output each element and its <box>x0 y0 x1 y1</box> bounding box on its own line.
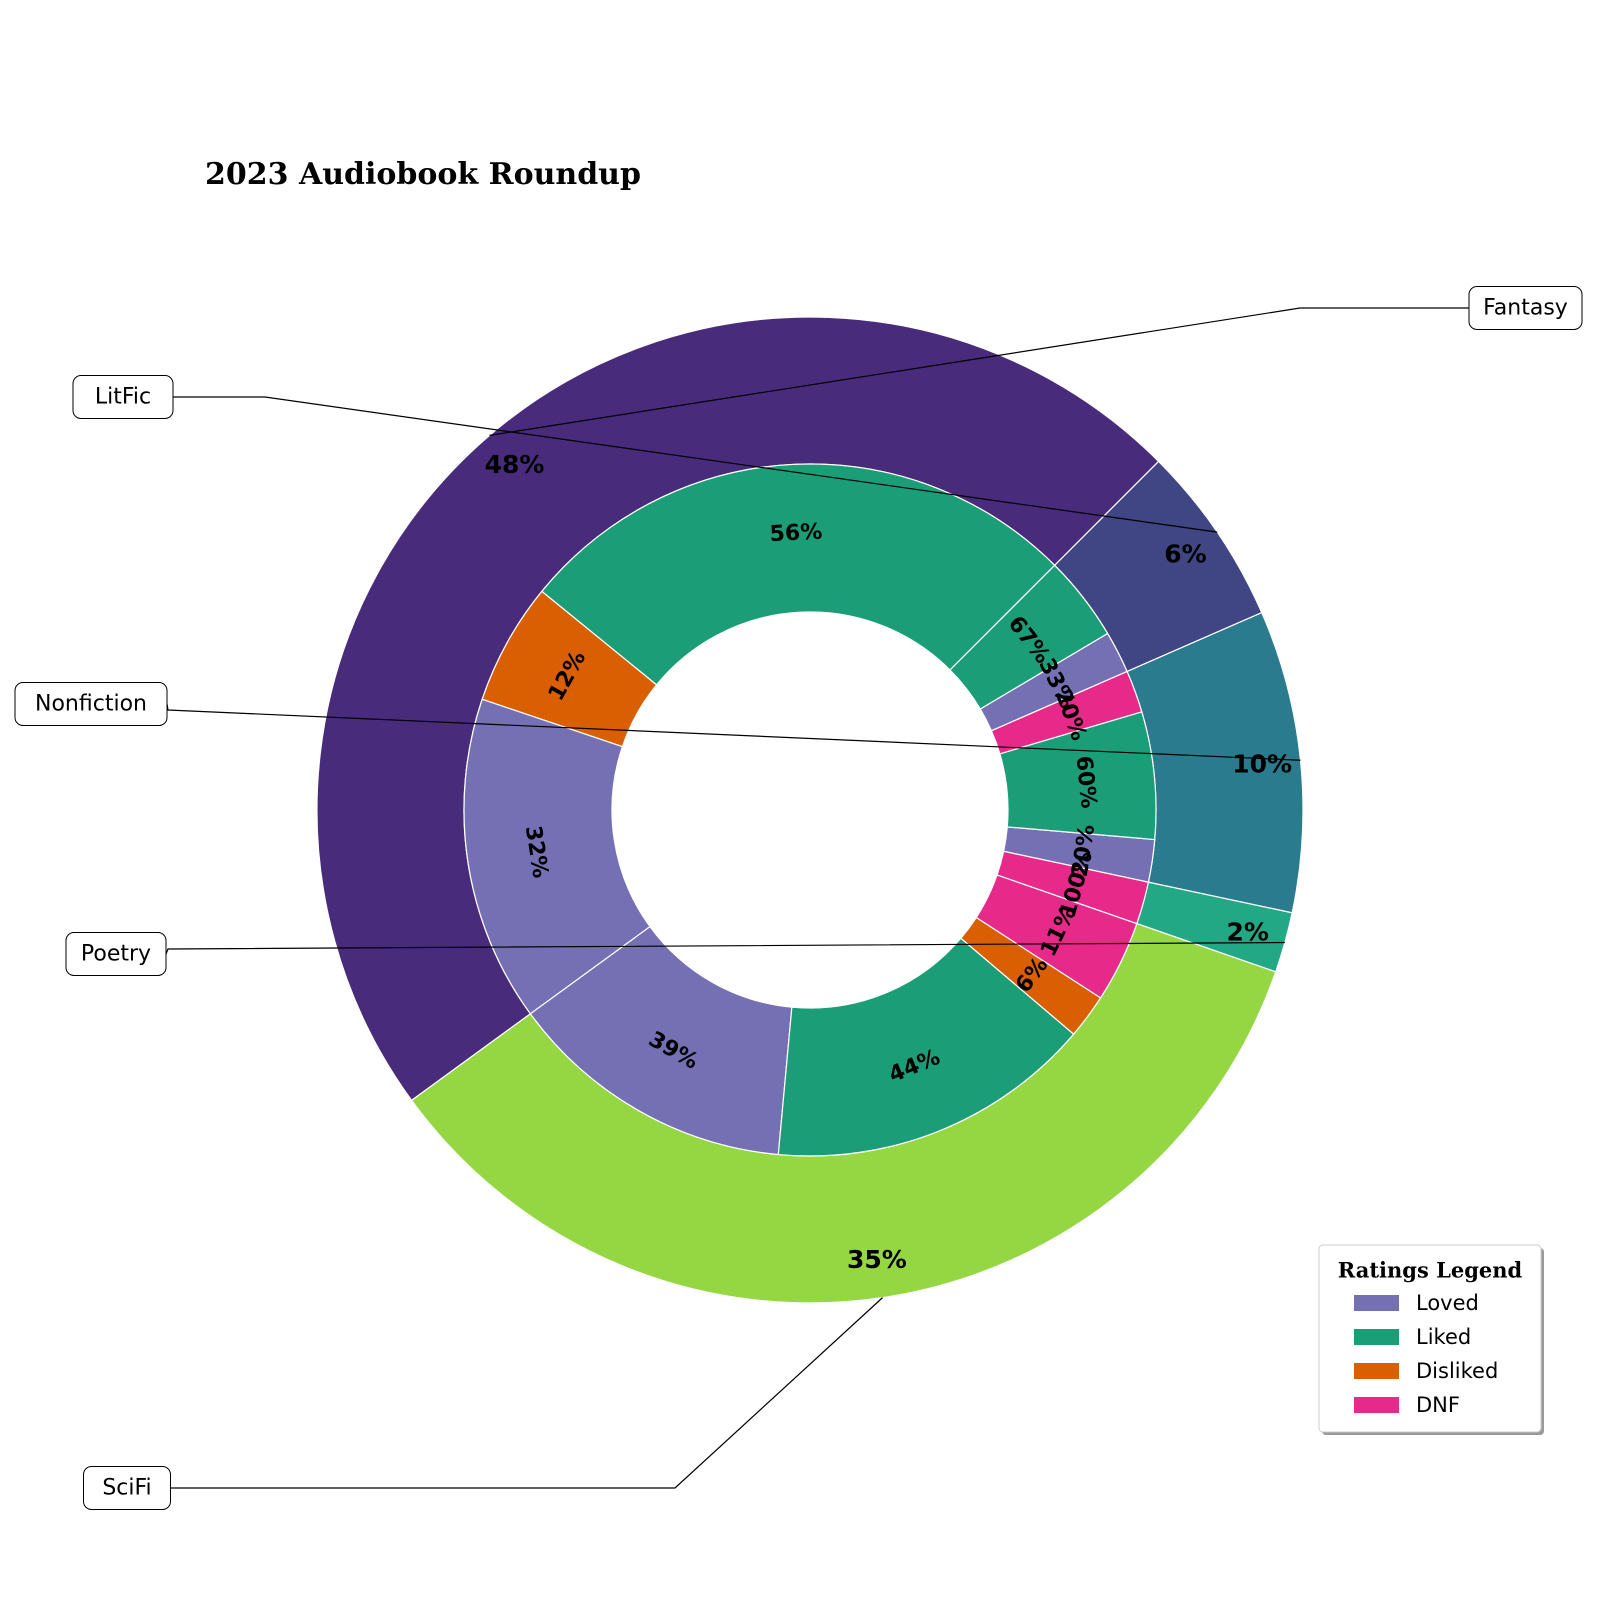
callout-label-nonfiction: Nonfiction <box>35 692 147 717</box>
legend-label-dnf: DNF <box>1416 1393 1460 1417</box>
callout-box-litfic <box>72 375 174 419</box>
inner-slice-litfic-liked <box>949 564 1109 710</box>
chart-title: 2023 Audiobook Roundup <box>205 157 641 192</box>
legend-title: Ratings Legend <box>1338 1258 1523 1283</box>
callout-line-poetry <box>165 941 1285 955</box>
callout-box-scifi <box>83 1466 171 1510</box>
inner-pct-label-fantasy-liked: 56% <box>769 520 823 548</box>
callout-line-scifi <box>170 1297 883 1489</box>
legend-swatch-disliked <box>1354 1363 1399 1379</box>
legend-label-loved: Loved <box>1416 1291 1479 1315</box>
legend-swatch-dnf <box>1354 1397 1399 1413</box>
callout-box-nonfiction <box>14 682 168 726</box>
legend-frame <box>1318 1244 1542 1433</box>
inner-slice-scifi-liked <box>777 937 1075 1157</box>
outer-pct-label-poetry: 2% <box>1227 918 1269 947</box>
outer-pct-label-nonfiction: 10% <box>1232 750 1292 779</box>
outer-ring <box>316 316 1304 1304</box>
callout-box-fantasy <box>1468 286 1583 330</box>
legend-swatch-loved <box>1354 1295 1399 1311</box>
legend-label-liked: Liked <box>1416 1325 1471 1349</box>
inner-slice-fantasy-liked <box>540 463 1056 686</box>
outer-pct-label-scifi: 35% <box>847 1245 907 1274</box>
legend-label-disliked: Disliked <box>1416 1359 1498 1383</box>
callout-line-fantasy <box>489 307 1469 436</box>
callout-label-poetry: Poetry <box>81 942 151 967</box>
legend-swatch-liked <box>1354 1329 1399 1345</box>
inner-slice-fantasy-loved <box>463 698 651 1015</box>
callout-label-litfic: LitFic <box>95 385 151 410</box>
outer-pct-label-litfic: 6% <box>1164 539 1206 568</box>
outer-pct-label-fantasy: 48% <box>485 450 545 479</box>
callout-box-poetry <box>65 932 167 976</box>
callout-label-scifi: SciFi <box>102 1476 151 1501</box>
genre-callouts: Fantasy SciFi Poetry Nonfiction LitFic <box>14 286 1583 1510</box>
callout-label-fantasy: Fantasy <box>1483 296 1568 321</box>
legend: Ratings Legend Loved Liked Disliked DNF <box>1318 1244 1544 1435</box>
inner-ring <box>463 463 1157 1157</box>
inner-pct-label-nonfiction-liked: 60% <box>1070 755 1100 810</box>
callout-line-litfic <box>173 396 1218 533</box>
